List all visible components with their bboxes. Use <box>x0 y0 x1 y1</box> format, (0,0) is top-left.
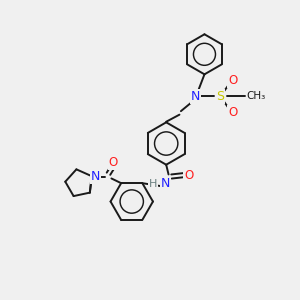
Text: N: N <box>91 170 100 183</box>
Text: H: H <box>149 179 158 189</box>
Text: O: O <box>184 169 194 182</box>
Text: S: S <box>216 90 224 103</box>
Text: CH₃: CH₃ <box>247 92 266 101</box>
Text: S: S <box>216 89 224 103</box>
Text: N: N <box>160 177 169 190</box>
Text: O: O <box>109 156 118 169</box>
Text: N: N <box>191 90 200 103</box>
Text: CH₃: CH₃ <box>247 92 266 101</box>
Text: O: O <box>184 169 194 182</box>
Text: N: N <box>91 170 100 183</box>
Text: O: O <box>228 74 238 87</box>
Text: H: H <box>149 179 158 189</box>
Text: N: N <box>191 90 200 103</box>
Text: N: N <box>160 177 170 190</box>
Text: O: O <box>109 156 118 169</box>
Text: O: O <box>228 106 238 119</box>
Text: O: O <box>228 106 238 119</box>
Text: O: O <box>228 74 238 87</box>
